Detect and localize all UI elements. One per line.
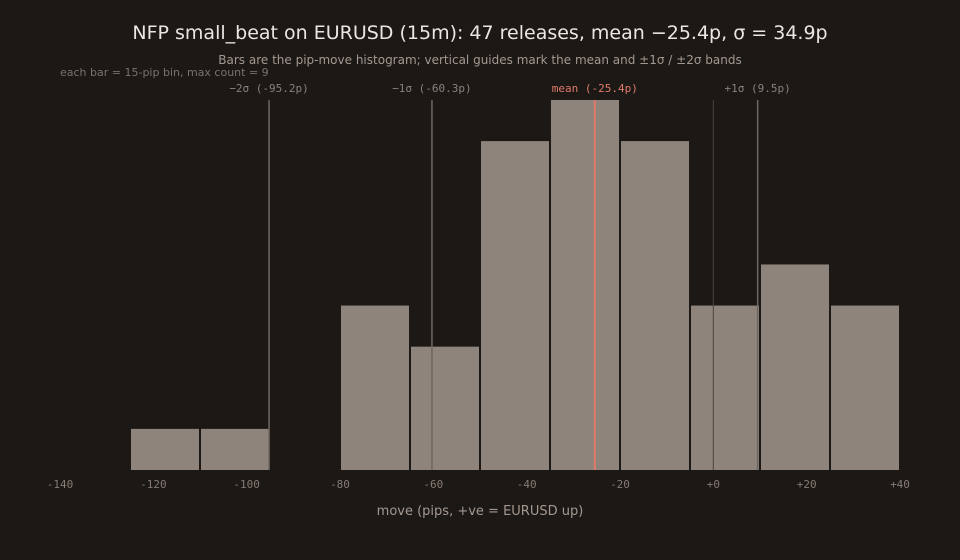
x-tick-label: +20 <box>797 478 817 491</box>
guides-group: −2σ (-95.2p) −1σ (-60.3p) mean (-25.4p) +1σ… <box>229 82 791 470</box>
x-tick-label: -80 <box>330 478 350 491</box>
histogram-bar <box>131 428 199 470</box>
x-tick-label: -20 <box>610 478 630 491</box>
bars-group <box>131 100 899 470</box>
x-tick-label: +0 <box>707 478 720 491</box>
x-tick-label: -100 <box>233 478 260 491</box>
x-ticks-group: -140 -120 -100 -80 -60 -40 -20 +0 +20 +40 <box>47 478 910 491</box>
x-axis-label: move (pips, +ve = EURUSD up) <box>376 504 584 519</box>
histogram-bar <box>341 305 409 470</box>
bin-note: each bar = 15-pip bin, max count = 9 <box>60 66 269 79</box>
sigma-guide-label: −1σ (-60.3p) <box>392 82 471 95</box>
chart-title: NFP small_beat on EURUSD (15m): 47 relea… <box>132 22 828 44</box>
x-tick-label: -40 <box>517 478 537 491</box>
histogram-bar <box>481 141 549 470</box>
x-tick-label: -120 <box>140 478 167 491</box>
mean-guide-label: mean (-25.4p) <box>552 82 638 95</box>
histogram-bar <box>201 428 269 470</box>
x-tick-label: -60 <box>423 478 443 491</box>
sigma-guide-label: −2σ (-95.2p) <box>229 82 308 95</box>
histogram-bar <box>411 346 479 470</box>
histogram-bar <box>761 264 829 470</box>
x-tick-label: +40 <box>890 478 910 491</box>
histogram-bar <box>831 305 899 470</box>
histogram-bar <box>551 100 619 470</box>
chart-subtitle: Bars are the pip-move histogram; vertica… <box>218 53 742 67</box>
histogram-bar <box>691 305 759 470</box>
x-tick-label: -140 <box>47 478 74 491</box>
histogram-bar <box>621 141 689 470</box>
sigma-guide-label: +1σ (9.5p) <box>725 82 791 95</box>
